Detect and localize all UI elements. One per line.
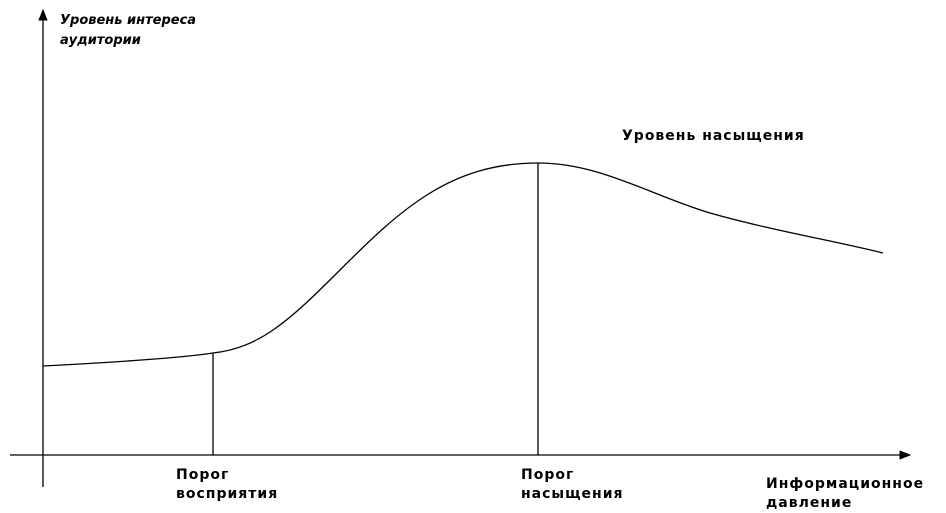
interest-curve: [42, 162, 884, 367]
perception-threshold-label: Порог восприятия: [176, 467, 278, 502]
x-axis-label: Информационное давление: [766, 476, 930, 511]
y-axis-label: Уровень интереса аудитории: [60, 13, 201, 48]
saturation-threshold-label: Порог насыщения: [521, 467, 624, 502]
saturation-level-label: Уровень насыщения: [622, 128, 805, 144]
